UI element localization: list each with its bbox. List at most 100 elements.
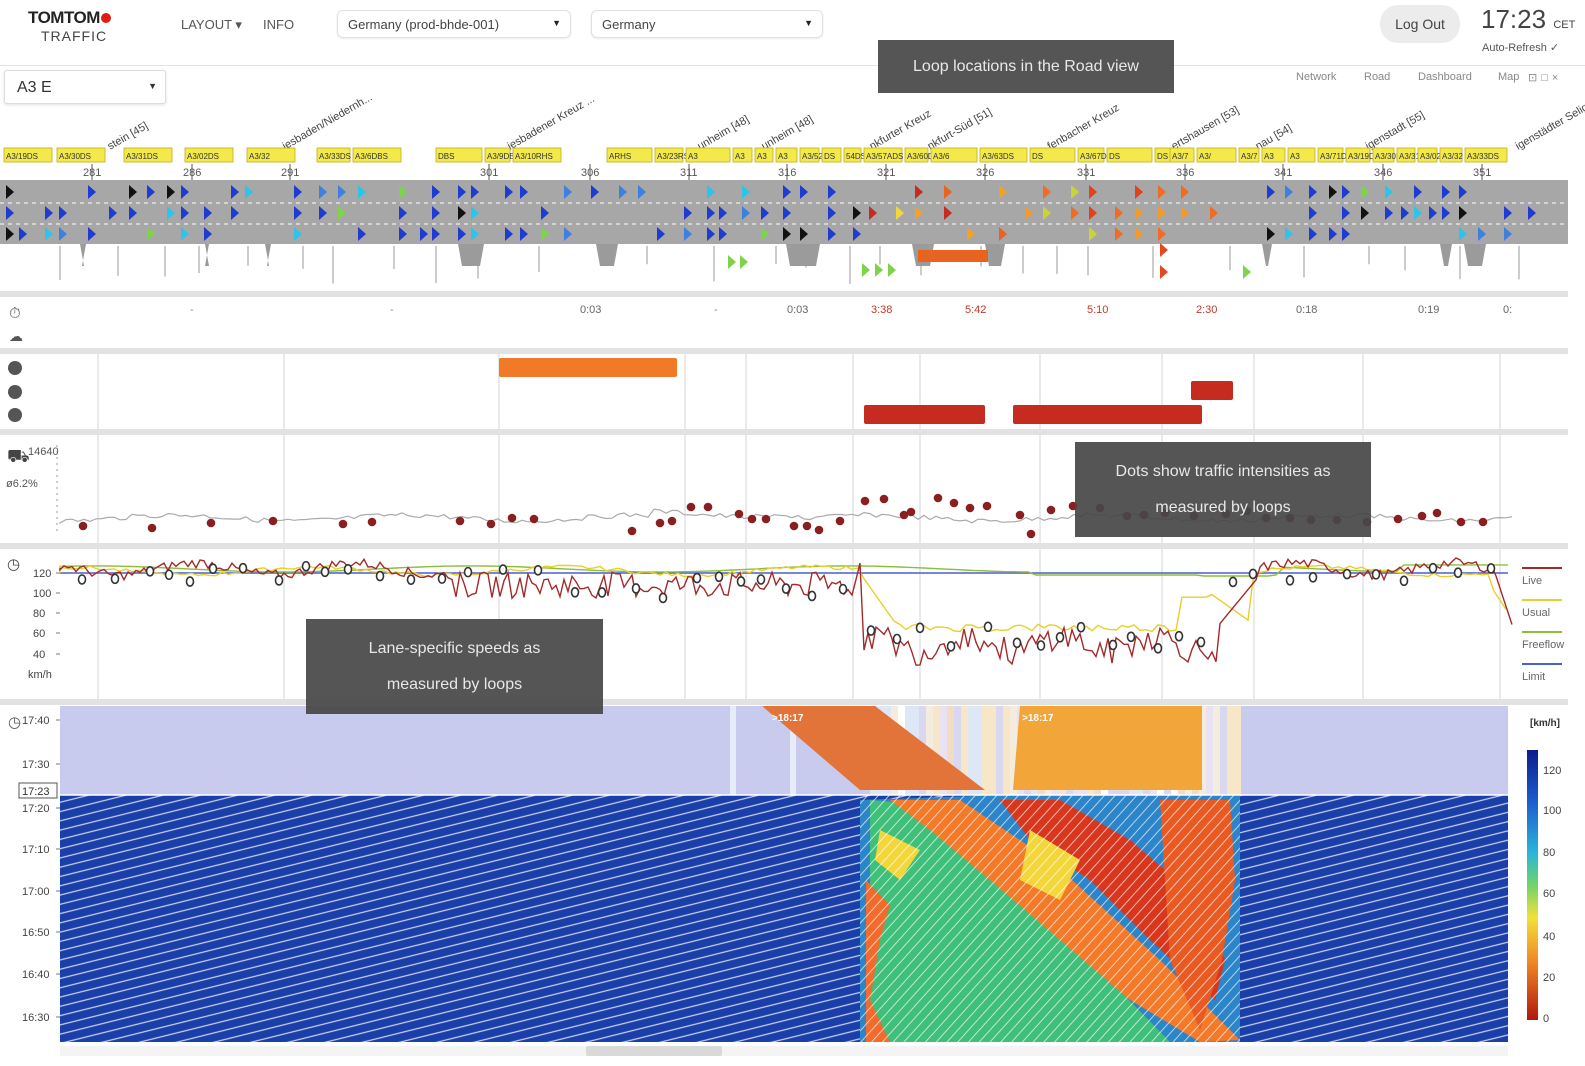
loop-arrow[interactable] [619, 185, 627, 199]
loop-arrow[interactable] [181, 206, 189, 220]
loop-arrow[interactable] [1342, 227, 1350, 241]
speed-dot[interactable] [1126, 631, 1136, 643]
intensity-dot[interactable] [734, 509, 744, 519]
loop-arrow[interactable] [783, 185, 791, 199]
loop-arrow[interactable] [915, 206, 923, 220]
loop-tag[interactable]: A3 [1287, 147, 1316, 163]
loop-arrow[interactable] [59, 206, 67, 220]
ramp-arrow[interactable] [1160, 265, 1168, 279]
loop-arrow[interactable] [1285, 185, 1293, 199]
loop-arrow[interactable] [1459, 206, 1467, 220]
jam-bar[interactable] [864, 405, 985, 424]
loop-arrow[interactable] [6, 206, 14, 220]
speed-dot[interactable] [714, 571, 724, 583]
legend-label[interactable]: Usual [1522, 607, 1550, 619]
speed-dot[interactable] [375, 570, 385, 582]
loop-arrow[interactable] [458, 185, 466, 199]
speed-dot[interactable] [463, 566, 473, 578]
loop-arrow[interactable] [896, 206, 904, 220]
loop-tag[interactable]: A3 [1261, 147, 1286, 163]
loop-arrow[interactable] [1329, 227, 1337, 241]
loop-arrow[interactable] [828, 185, 836, 199]
loop-arrow[interactable] [88, 227, 96, 241]
loop-arrow[interactable] [129, 206, 137, 220]
loop-arrow[interactable] [6, 185, 14, 199]
loop-tag[interactable]: A3 [732, 147, 753, 163]
loop-arrow[interactable] [358, 227, 366, 241]
loop-tag[interactable]: A3/31DS [1396, 147, 1431, 163]
speed-dot[interactable] [892, 633, 902, 645]
loop-arrow[interactable] [828, 227, 836, 241]
speed-dot[interactable] [736, 576, 746, 587]
speed-dot[interactable] [983, 621, 993, 633]
speed-dot[interactable] [1228, 576, 1238, 588]
loop-tag[interactable]: A3/6 [930, 147, 978, 163]
speed-dot[interactable] [946, 641, 956, 652]
loop-tag[interactable]: A3/52DS [799, 147, 834, 163]
loop-arrow[interactable] [167, 185, 175, 199]
intensity-dot[interactable] [860, 496, 870, 506]
info-link[interactable]: INFO [263, 17, 295, 32]
loop-arrow[interactable] [1071, 206, 1079, 220]
loop-arrow[interactable] [1361, 185, 1369, 199]
tomtom-logo[interactable]: TOMTOM TRAFFIC [28, 8, 138, 44]
view-link-dashboard[interactable]: Dashboard [1418, 71, 1472, 83]
ramp-arrow[interactable] [1243, 265, 1251, 279]
loop-arrow[interactable] [1385, 185, 1393, 199]
loop-arrow[interactable] [1459, 227, 1467, 241]
loop-arrow[interactable] [1342, 206, 1350, 220]
intensity-dot[interactable] [1026, 529, 1036, 539]
speed-dot[interactable] [238, 562, 248, 574]
exit-label[interactable]: igenstädter Seligen [1514, 95, 1585, 152]
loop-arrow[interactable] [707, 206, 715, 220]
loop-tag[interactable]: A3/9DBS [484, 147, 520, 163]
loop-arrow[interactable] [88, 185, 96, 199]
speed-dot[interactable] [1076, 621, 1086, 633]
intensity-dot[interactable] [933, 493, 943, 503]
loop-arrow[interactable] [1158, 206, 1166, 220]
layout-menu[interactable]: LAYOUT ▾ [181, 17, 242, 32]
speed-dot[interactable] [1196, 636, 1206, 648]
intensity-dot[interactable] [906, 507, 916, 517]
intensity-dot[interactable] [899, 510, 909, 520]
loop-tag[interactable]: DBS [435, 147, 483, 163]
loop-tag[interactable]: ARHS [606, 147, 653, 163]
intensity-dot[interactable] [147, 523, 157, 533]
intensity-dot[interactable] [879, 494, 889, 504]
exit-label[interactable]: nkfurt-Süd [51] [926, 106, 994, 152]
loop-arrow[interactable] [358, 185, 366, 199]
loop-arrow[interactable] [1267, 185, 1275, 199]
loop-arrow[interactable] [999, 227, 1007, 241]
speed-dot[interactable] [343, 564, 353, 575]
intensity-dot[interactable] [78, 521, 88, 531]
loop-arrow[interactable] [1414, 206, 1422, 220]
legend-label[interactable]: Freeflow [1522, 639, 1564, 651]
loop-tag[interactable]: A3/63DS [979, 147, 1028, 163]
intensity-dot[interactable] [1015, 510, 1025, 520]
speed-dot[interactable] [597, 587, 607, 598]
intensity-dot[interactable] [507, 513, 517, 523]
loop-arrow[interactable] [1309, 185, 1317, 199]
loop-tag[interactable]: A3/33DS [316, 147, 351, 163]
loop-arrow[interactable] [1342, 185, 1350, 199]
speed-dot[interactable] [301, 560, 311, 572]
loop-arrow[interactable] [294, 206, 302, 220]
loop-arrow[interactable] [1504, 227, 1512, 241]
loop-arrow[interactable] [319, 206, 327, 220]
loop-arrow[interactable] [1401, 206, 1409, 220]
speed-dot[interactable] [838, 583, 848, 595]
loop-tag[interactable]: DS [1029, 147, 1076, 163]
intensity-dot[interactable] [982, 501, 992, 511]
loop-arrow[interactable] [869, 206, 877, 220]
intensity-dot[interactable] [655, 518, 665, 528]
loop-arrow[interactable] [129, 185, 137, 199]
loop-arrow[interactable] [1329, 185, 1337, 199]
intensity-dot[interactable] [667, 516, 677, 526]
window-controls-icon[interactable]: ⊡□× [1528, 72, 1563, 84]
intensity-dot[interactable] [835, 516, 845, 526]
loop-arrow[interactable] [1043, 185, 1051, 199]
loop-arrow[interactable] [181, 227, 189, 241]
speed-dot[interactable] [692, 572, 702, 584]
loop-arrow[interactable] [432, 185, 440, 199]
speed-dot[interactable] [274, 575, 284, 586]
